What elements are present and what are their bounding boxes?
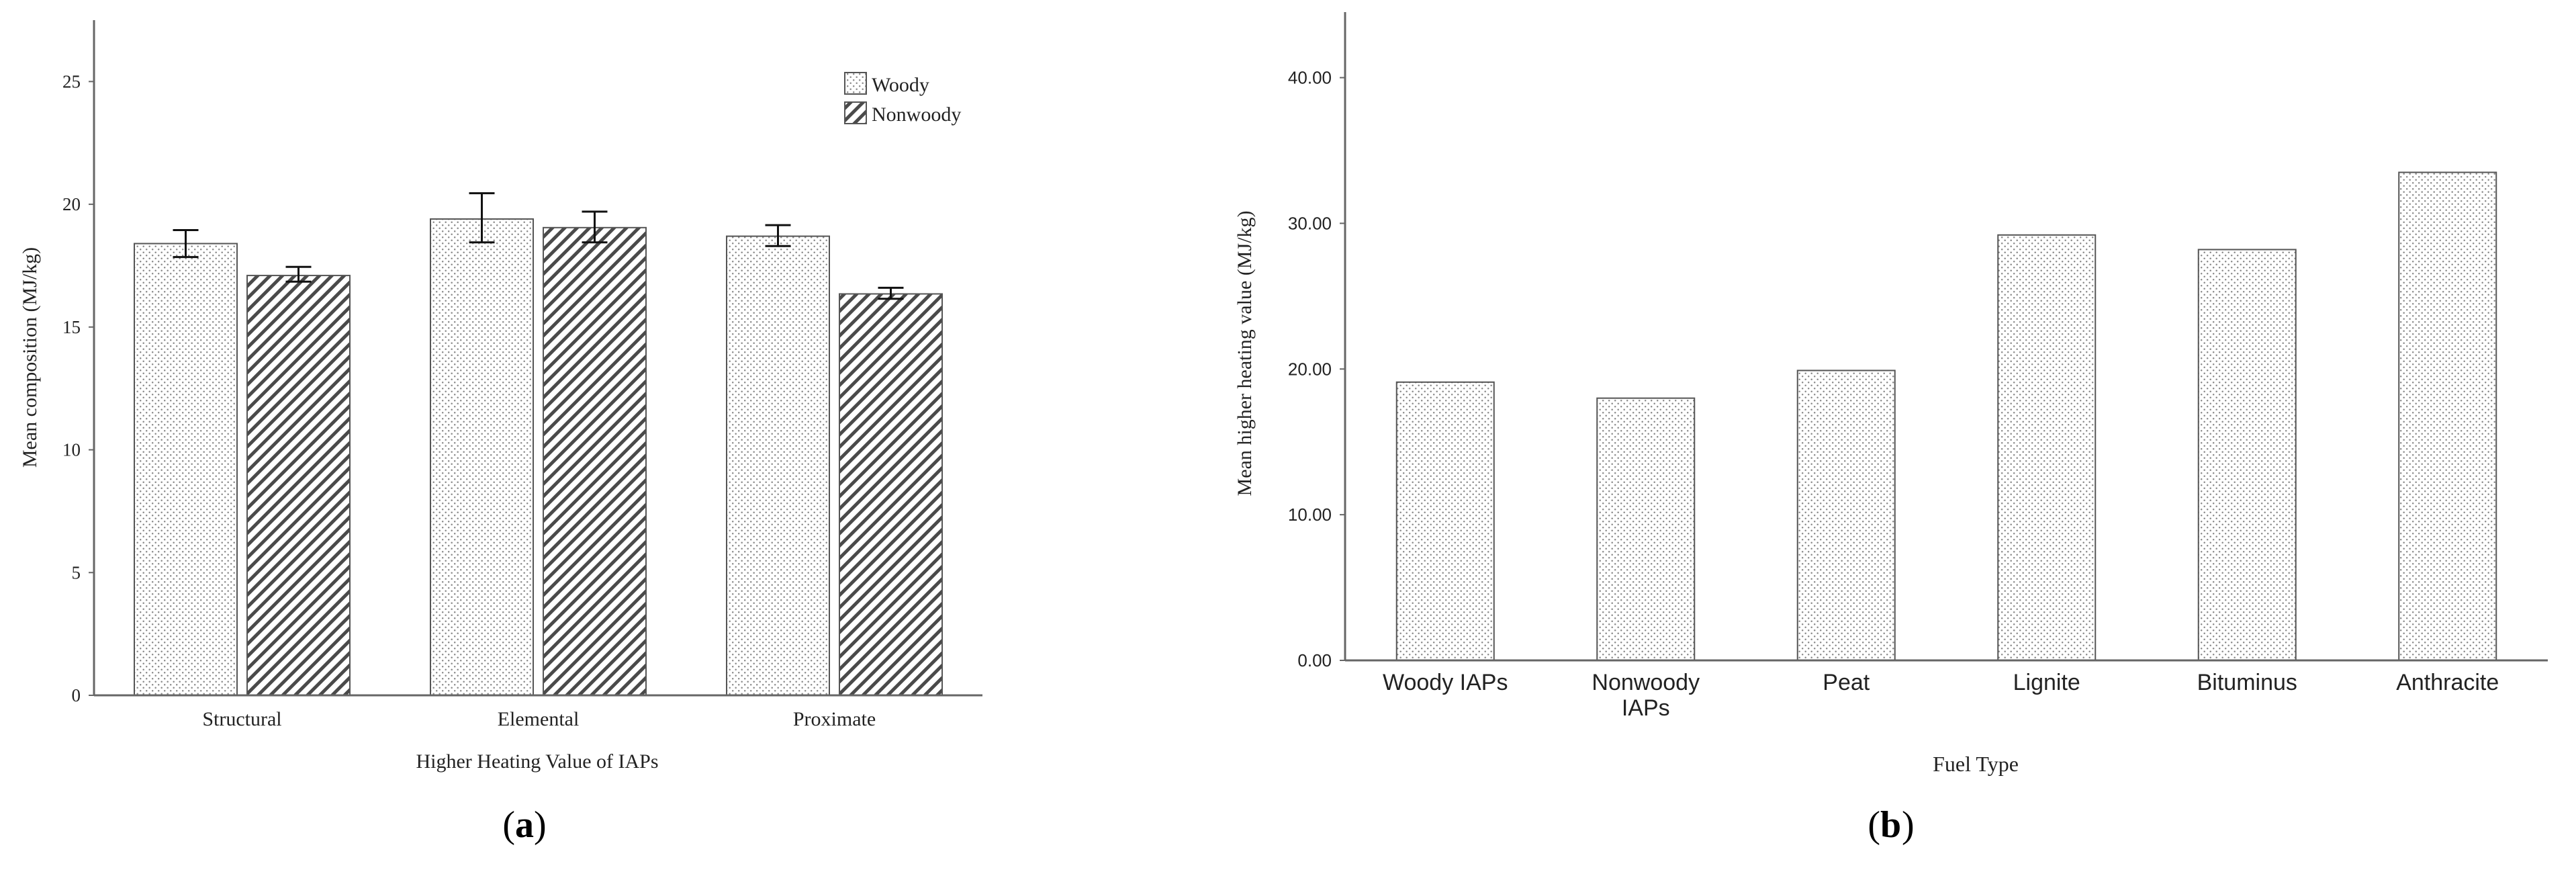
chart-b-xtick-lignite: Lignite [2013, 670, 2080, 695]
bar-peat [1796, 369, 1896, 662]
chart-a-ytick-label: 15 [62, 317, 81, 337]
error-bar-nonwoody-proximate [878, 286, 904, 300]
chart-a-error-bars [173, 192, 904, 300]
chart-a-y-ticks: 0 5 10 15 20 25 [62, 71, 94, 705]
panel-label-b-letter: b [1880, 804, 1901, 846]
legend-item-nonwoody: Nonwoody [844, 101, 961, 126]
chart-b-xtick-woody-iaps: Woody IAPs [1383, 670, 1508, 695]
legend-label-nonwoody: Nonwoody [872, 103, 961, 126]
chart-b-y-ticks: 0.00 10.00 20.00 30.00 40.00 [1288, 68, 1345, 670]
panel-label-b: ( b ) [1868, 804, 1914, 846]
panel-label-a: ( a ) [502, 804, 546, 846]
error-bar-woody-structural [173, 228, 199, 259]
chart-a-ytick-label: 0 [72, 685, 81, 705]
chart-a-bars [134, 218, 943, 697]
bar-anthracite [2398, 171, 2497, 662]
bar-woody-structural [134, 243, 238, 696]
chart-b-ytick-label: 30.00 [1288, 213, 1332, 233]
error-bar-woody-elemental [469, 192, 495, 244]
chart-b-ytick-label: 10.00 [1288, 505, 1332, 525]
chart-a-xlabel: Higher Heating Value of IAPs [416, 750, 658, 773]
legend-swatch-woody [844, 72, 867, 95]
bar-nonwoody-proximate [839, 293, 943, 696]
legend-label-woody: Woody [872, 74, 929, 96]
error-bar-woody-proximate [765, 224, 791, 247]
error-bar-nonwoody-elemental [582, 210, 608, 244]
panel-label-a-letter: a [515, 804, 534, 846]
bar-nonwoody-structural [246, 275, 351, 696]
chart-b: 0.00 10.00 20.00 30.00 40.00 Woody IAPs Nonwo… [1234, 12, 2548, 846]
svg-text:(: ( [1868, 804, 1880, 846]
chart-a-ytick-label: 10 [62, 440, 81, 460]
chart-a-ytick-label: 25 [62, 71, 81, 91]
chart-b-ytick-label: 20.00 [1288, 359, 1332, 379]
bar-nonwoody-elemental [543, 226, 647, 696]
svg-text:): ) [1902, 804, 1915, 846]
svg-text:): ) [534, 804, 547, 846]
svg-text:(: ( [502, 804, 515, 846]
chart-b-ylabel: Mean higher heating value (MJ/kg) [1234, 211, 1256, 496]
chart-b-xtick-nonwoody-iaps: Nonwoody IAPs [1592, 670, 1700, 721]
chart-a-xtick-elemental: Elemental [498, 708, 580, 730]
chart-b-bars [1395, 171, 2497, 662]
bar-woody-iaps [1395, 381, 1495, 661]
chart-b-xtick-peat: Peat [1823, 670, 1870, 695]
chart-a-ytick-label: 5 [72, 562, 81, 582]
chart-b-ytick-label: 0.00 [1297, 650, 1332, 670]
bar-woody-elemental [430, 218, 534, 696]
chart-a-legend: Woody Nonwoody [844, 72, 961, 126]
bar-bituminus [2197, 249, 2297, 661]
chart-a-xtick-proximate: Proximate [793, 708, 876, 730]
chart-a-ytick-label: 20 [62, 194, 81, 214]
bar-lignite [1997, 234, 2097, 662]
chart-b-x-ticks: Woody IAPs Nonwoody IAPs Peat Lignite Bitumin… [1383, 670, 2499, 721]
chart-b-ytick-label: 40.00 [1288, 68, 1332, 88]
error-bar-nonwoody-structural [285, 265, 312, 283]
chart-b-xtick-bituminus: Bituminus [2197, 670, 2297, 695]
chart-a-ylabel: Mean composition (MJ/kg) [19, 247, 41, 468]
chart-b-xlabel: Fuel Type [1933, 752, 2019, 776]
bar-woody-proximate [726, 235, 830, 697]
bar-nonwoody-iaps [1596, 397, 1696, 661]
legend-item-woody: Woody [844, 72, 929, 96]
legend-swatch-nonwoody [844, 101, 867, 124]
chart-b-xtick-anthracite: Anthracite [2396, 670, 2499, 695]
chart-a-x-ticks: Structural Elemental Proximate [202, 708, 876, 730]
chart-a-xtick-structural: Structural [202, 708, 281, 730]
